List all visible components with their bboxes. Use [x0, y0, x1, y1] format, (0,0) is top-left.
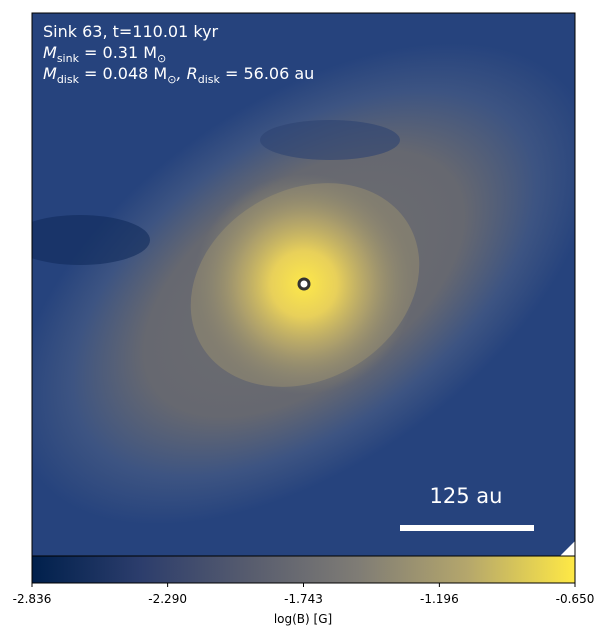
annotation-text: M	[43, 43, 57, 62]
tick-label: -1.196	[420, 592, 459, 606]
annotation-text: = 56.06 au	[220, 64, 314, 83]
annotation-text: Sink 63, t=110.01 kyr	[43, 22, 219, 41]
scale-bar	[400, 525, 534, 531]
scale-bar-label: 125 au	[430, 484, 503, 508]
tick-label: -0.650	[556, 592, 595, 606]
colorbar-label: log(B) [G]	[274, 612, 332, 626]
tick-label: -2.290	[148, 592, 187, 606]
colorbar	[31, 555, 576, 584]
tick-label: -1.743	[284, 592, 323, 606]
annotation-text: = 0.048 M	[79, 64, 167, 83]
annotation: Sink 63, t=110.01 kyr Msink = 0.31 M⊙ Mdis…	[43, 22, 314, 86]
annotation-subscript: ⊙	[167, 73, 176, 86]
annotation-subscript: disk	[57, 73, 80, 86]
tick-label: -2.836	[13, 592, 52, 606]
annotation-subscript: disk	[198, 73, 221, 86]
annotation-text: = 0.31 M	[79, 43, 157, 62]
field-image	[32, 13, 575, 556]
annotation-text: , R	[176, 64, 197, 83]
annotation-text: M	[43, 64, 57, 83]
annotation-subscript: ⊙	[157, 52, 166, 65]
sink-marker	[297, 277, 311, 291]
annotation-subscript: sink	[57, 52, 80, 65]
